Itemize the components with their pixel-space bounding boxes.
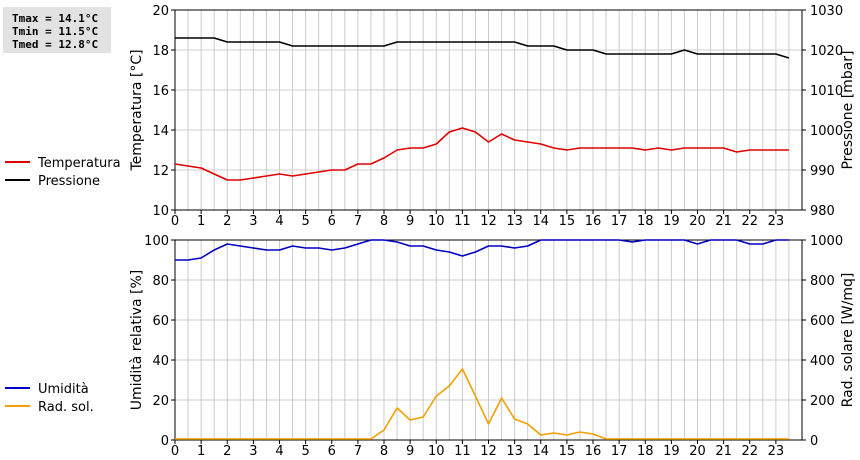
x-tick-label: 1	[197, 214, 205, 229]
temp-panel: 0 1 2 3 4 5 6 7 8 9 10 11 12 13 14 15 16 17 18 19 20 21 22 2310…	[5, 4, 856, 229]
y-right-tick-label: 400	[810, 354, 835, 369]
x-tick-label: 13	[506, 214, 523, 229]
y-left-tick-label: 40	[152, 354, 169, 369]
y-left-tick-label: 12	[152, 164, 169, 179]
series-line-pressione	[175, 37, 790, 59]
x-tick-label: 6	[328, 214, 336, 229]
x-tick-label: 0	[171, 444, 179, 459]
x-tick-label: 20	[689, 214, 706, 229]
x-tick-label: 8	[380, 444, 388, 459]
x-tick-label: 18	[637, 444, 654, 459]
x-tick-label: 14	[532, 444, 549, 459]
y-right-tick-label: 1000	[810, 234, 843, 249]
x-tick-label: 5	[301, 444, 309, 459]
x-tick-label: 12	[480, 214, 497, 229]
x-tick-label: 4	[275, 444, 283, 459]
y-left-tick-label: 14	[152, 124, 169, 139]
tmed-stat: Tmed = 12.8°C	[12, 38, 99, 51]
x-tick-label: 23	[768, 214, 785, 229]
y-right-tick-label: 1030	[810, 4, 843, 19]
x-tick-label: 12	[480, 444, 497, 459]
x-tick-label: 3	[249, 444, 257, 459]
x-tick-label: 13	[506, 444, 523, 459]
y-left-tick-label: 18	[152, 44, 169, 59]
y-right-axis-title: Rad. solare [W/mq]	[840, 273, 856, 408]
x-tick-label: 22	[741, 214, 758, 229]
x-tick-label: 16	[585, 444, 602, 459]
x-tick-label: 2	[223, 214, 231, 229]
x-tick-label: 23	[768, 444, 785, 459]
temperature-stats-box: Tmax = 14.1°C Tmin = 11.5°C Tmed = 12.8°…	[3, 7, 111, 53]
x-tick-label: 9	[406, 214, 414, 229]
x-tick-label: 10	[428, 214, 445, 229]
y-left-tick-label: 16	[152, 84, 169, 99]
x-tick-label: 18	[637, 214, 654, 229]
y-left-tick-label: 0	[161, 434, 169, 449]
x-tick-label: 20	[689, 444, 706, 459]
x-tick-label: 19	[663, 214, 680, 229]
legend-label-rad-sol: Rad. sol.	[38, 400, 94, 415]
x-tick-label: 16	[585, 214, 602, 229]
x-tick-label: 19	[663, 444, 680, 459]
y-left-tick-label: 20	[152, 394, 169, 409]
x-tick-label: 1	[197, 444, 205, 459]
legend-label-pressione: Pressione	[38, 174, 100, 189]
x-tick-label: 7	[354, 214, 362, 229]
hum-panel: 0 1 2 3 4 5 6 7 8 9 10 11 12 13 14 15 16 17 18 19 20 21 22 2302…	[5, 234, 856, 459]
x-tick-label: 10	[428, 444, 445, 459]
x-tick-label: 17	[611, 444, 628, 459]
x-tick-label: 11	[454, 214, 471, 229]
x-tick-label: 17	[611, 214, 628, 229]
y-right-tick-label: 800	[810, 274, 835, 289]
legend-label-umidit: Umidità	[38, 382, 89, 397]
y-right-tick-label: 990	[810, 164, 835, 179]
x-tick-label: 11	[454, 444, 471, 459]
y-right-tick-label: 1000	[810, 124, 843, 139]
y-right-tick-label: 1010	[810, 84, 843, 99]
x-tick-label: 5	[301, 214, 309, 229]
tmax-stat: Tmax = 14.1°C	[12, 12, 99, 25]
x-tick-label: 21	[715, 444, 732, 459]
series-line-temperatura	[174, 127, 789, 181]
x-tick-label: 14	[532, 214, 549, 229]
y-left-tick-label: 10	[152, 204, 169, 219]
x-tick-label: 6	[328, 444, 336, 459]
y-right-tick-label: 1020	[810, 44, 843, 59]
x-tick-label: 8	[380, 214, 388, 229]
legend-label-temperatura: Temperatura	[37, 156, 121, 171]
x-tick-label: 9	[406, 444, 414, 459]
y-left-tick-label: 100	[144, 234, 169, 249]
y-left-tick-label: 60	[152, 314, 169, 329]
x-tick-label: 7	[354, 444, 362, 459]
series-line-umidit	[175, 239, 789, 261]
y-left-axis-title: Umidità relativa [%]	[129, 270, 145, 411]
x-tick-label: 21	[715, 214, 732, 229]
y-right-tick-label: 0	[810, 434, 818, 449]
y-left-axis-title: Temperatura [°C]	[129, 49, 145, 171]
x-tick-label: 3	[249, 214, 257, 229]
y-right-tick-label: 980	[810, 204, 835, 219]
x-tick-label: 15	[559, 444, 576, 459]
y-right-axis-title: Pressione [mbar]	[840, 50, 856, 169]
y-right-tick-label: 600	[810, 314, 835, 329]
x-tick-label: 0	[171, 214, 179, 229]
tmin-stat: Tmin = 11.5°C	[12, 25, 99, 38]
y-left-tick-label: 20	[152, 4, 169, 19]
x-tick-label: 15	[559, 214, 576, 229]
x-tick-label: 2	[223, 444, 231, 459]
x-tick-label: 4	[275, 214, 283, 229]
y-right-tick-label: 200	[810, 394, 835, 409]
x-tick-label: 22	[741, 444, 758, 459]
series-line-rad-sol	[175, 368, 789, 440]
y-left-tick-label: 80	[152, 274, 169, 289]
